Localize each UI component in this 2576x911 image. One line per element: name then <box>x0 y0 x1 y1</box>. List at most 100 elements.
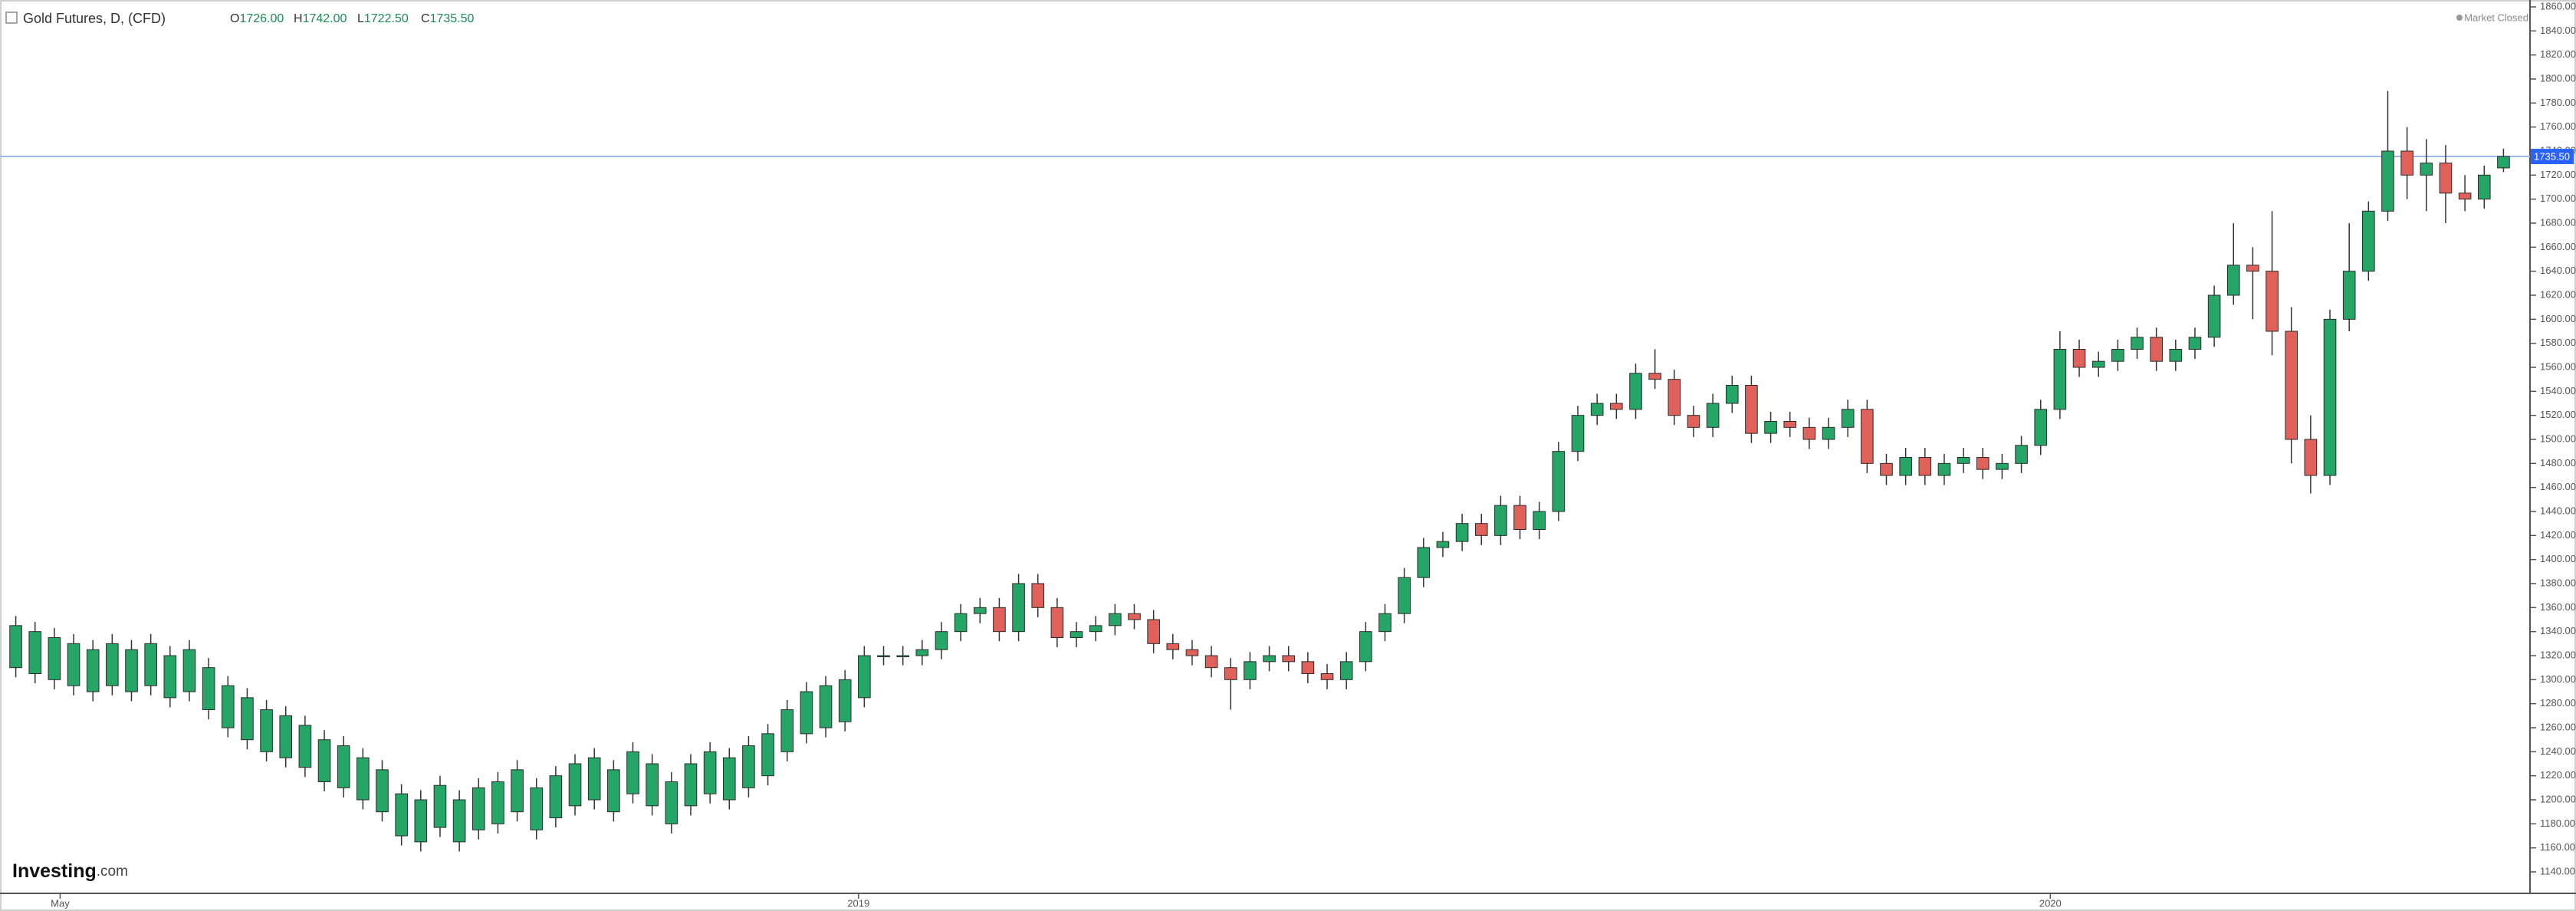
candle-body <box>646 763 659 807</box>
candle-body <box>2169 349 2183 362</box>
candle-body <box>1957 457 1970 464</box>
collapse-icon[interactable] <box>5 12 18 24</box>
candle-body <box>993 607 1006 633</box>
candle-body <box>2072 349 2086 368</box>
y-tick-label: 1420.00 <box>2540 529 2576 541</box>
candle-body <box>2458 192 2472 200</box>
candle-body <box>1128 613 1141 620</box>
candle-body <box>935 631 948 650</box>
ohlc-legend: O1726.00 H1742.00 L1722.50 C1735.50 <box>230 12 475 25</box>
candle-body <box>1687 415 1700 428</box>
y-tick-label: 1760.00 <box>2540 120 2576 132</box>
candle-body <box>202 667 215 711</box>
ohlc-value: 1735.50 <box>430 12 475 25</box>
candle-body <box>2381 150 2394 212</box>
candle-body <box>1571 415 1585 452</box>
y-tick-label: 1800.00 <box>2540 72 2576 84</box>
candle-body <box>915 649 929 656</box>
status-dot <box>2456 15 2463 21</box>
candle-body <box>1224 667 1237 680</box>
candle-body <box>2111 349 2124 362</box>
candle-body <box>973 607 987 614</box>
candle-body <box>1764 421 1777 434</box>
candle-body <box>2285 331 2298 440</box>
candle-body <box>182 649 196 692</box>
candle-body <box>607 769 620 813</box>
price-label: 1735.50 <box>2534 150 2570 162</box>
candle-body <box>1668 379 1681 416</box>
candle-body <box>877 655 890 657</box>
candle-body <box>800 691 813 735</box>
candle-body <box>221 685 235 728</box>
candle-body <box>1783 421 1797 428</box>
candle-body <box>1204 655 1218 669</box>
candle-body <box>1802 426 1816 440</box>
candle-body <box>1012 583 1025 633</box>
y-tick-label: 1160.00 <box>2540 841 2575 853</box>
logo-brand: Investing <box>12 860 97 882</box>
y-tick-label: 1640.00 <box>2540 265 2576 276</box>
candle-body <box>1899 457 1912 476</box>
candle-body <box>491 781 504 824</box>
candle-body <box>1841 409 1855 428</box>
candle-body <box>665 781 678 824</box>
candle-body <box>2150 337 2163 362</box>
ohlc-key: C <box>421 12 430 25</box>
candle-body <box>896 655 909 657</box>
candle-body <box>1301 661 1315 674</box>
candle-body <box>1436 541 1450 548</box>
candle-body <box>2420 163 2433 176</box>
candle-body <box>279 715 293 758</box>
candle-body <box>2323 318 2337 476</box>
candle-body <box>433 784 447 828</box>
candle-body <box>1552 451 1566 512</box>
candle-body <box>1725 385 1739 404</box>
candle-body <box>317 739 331 783</box>
candle-body <box>2034 409 2048 446</box>
candle-body <box>1359 631 1372 663</box>
candle-body <box>2477 174 2491 200</box>
y-tick-label: 1780.00 <box>2540 97 2576 108</box>
logo: Investing.com <box>12 860 128 882</box>
ohlc-value: 1742.00 <box>303 12 347 25</box>
candle-body <box>1378 613 1392 633</box>
y-tick-label: 1680.00 <box>2540 216 2576 228</box>
candle-body <box>2015 445 2028 464</box>
ohlc-value: 1722.50 <box>364 12 409 25</box>
y-tick-label: 1300.00 <box>2540 673 2576 685</box>
candle-body <box>1070 631 1083 639</box>
candle-body <box>2266 271 2279 332</box>
candle-body <box>1629 373 1642 410</box>
candle-body <box>2053 349 2067 410</box>
candle-body <box>125 649 138 692</box>
candle-body <box>761 733 774 777</box>
candle-body <box>1533 511 1546 530</box>
candle-body <box>2362 210 2375 272</box>
y-tick-label: 1560.00 <box>2540 360 2576 372</box>
candle-body <box>452 799 466 843</box>
candle-body <box>106 643 119 686</box>
candle-body <box>511 769 524 813</box>
y-tick-label: 1320.00 <box>2540 649 2576 660</box>
candle-body <box>2304 439 2318 476</box>
candle-body <box>67 643 80 686</box>
y-tick-label: 1380.00 <box>2540 577 2576 588</box>
candle-body <box>1976 457 1990 470</box>
candle-body <box>1031 583 1045 608</box>
ohlc-key: L <box>357 12 364 25</box>
ohlc-key: H <box>294 12 303 25</box>
candle-body <box>1147 619 1160 644</box>
candle-body <box>163 655 177 699</box>
y-tick-label: 1540.00 <box>2540 385 2576 396</box>
candle-body <box>144 643 157 686</box>
candle-body <box>1918 457 1932 476</box>
y-tick-label: 1260.00 <box>2540 721 2576 732</box>
candle-body <box>395 793 408 837</box>
y-tick-label: 1180.00 <box>2540 817 2575 829</box>
y-tick-label: 1820.00 <box>2540 48 2576 60</box>
candle-body <box>1244 661 1257 680</box>
ohlc-item: O1726.00 <box>230 12 284 25</box>
y-tick-label: 1140.00 <box>2540 865 2575 876</box>
